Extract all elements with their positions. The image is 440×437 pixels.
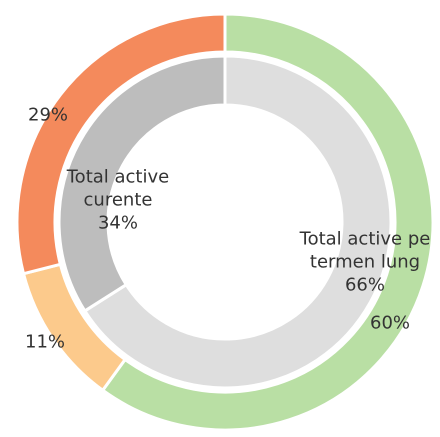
wedge <box>82 54 393 390</box>
data-label: Total active pe termen lung 66% <box>290 228 440 297</box>
data-label: 29% <box>28 104 68 127</box>
value-label: 60% <box>369 312 411 334</box>
wedge <box>15 12 227 276</box>
category-label: Total active curente <box>66 166 170 211</box>
wedge <box>100 12 435 432</box>
value-label: 29% <box>27 104 69 126</box>
category-label: Total active pe termen lung <box>299 228 431 273</box>
value-label: 66% <box>344 274 385 296</box>
data-label: Total active curente 34% <box>63 166 173 235</box>
wedge <box>57 54 227 314</box>
data-label: 11% <box>25 331 65 354</box>
value-label: 34% <box>97 212 138 234</box>
data-label: 60% <box>370 312 410 335</box>
value-label: 11% <box>24 331 66 353</box>
